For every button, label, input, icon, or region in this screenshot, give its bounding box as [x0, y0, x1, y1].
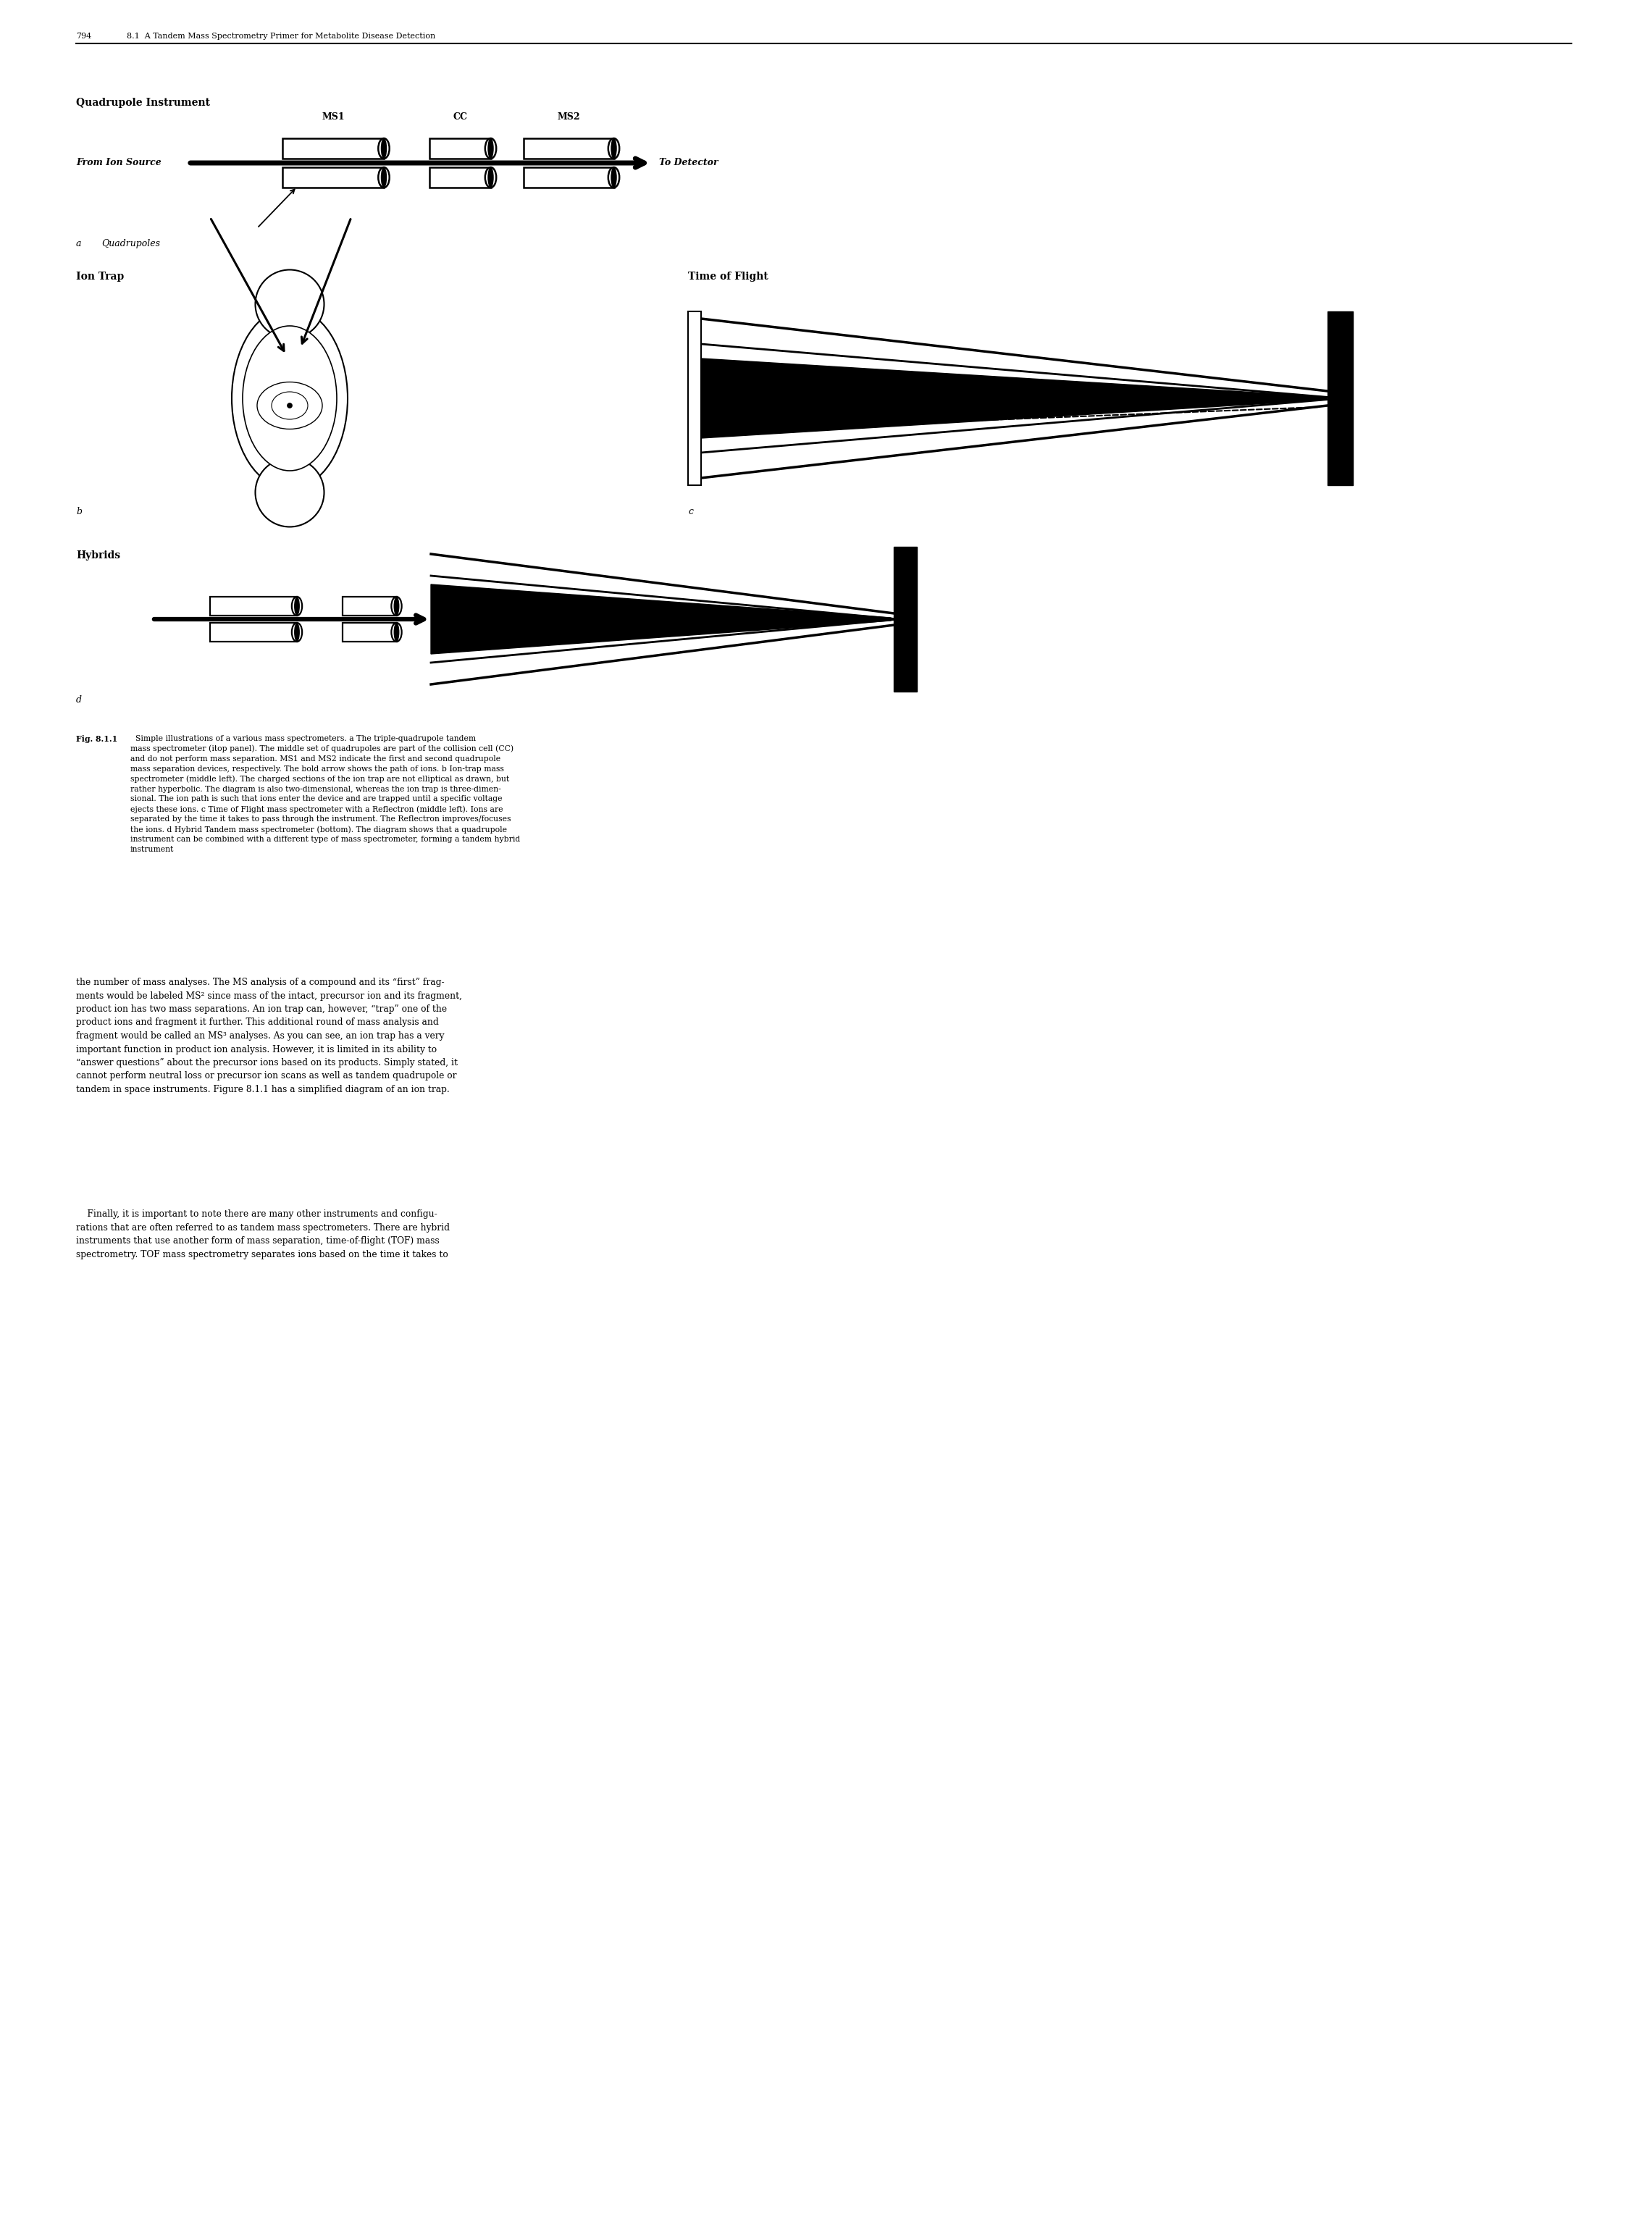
Ellipse shape	[287, 403, 292, 407]
Ellipse shape	[243, 327, 337, 471]
Ellipse shape	[380, 138, 387, 158]
Bar	[524, 138, 615, 158]
Ellipse shape	[487, 138, 494, 158]
Ellipse shape	[294, 596, 299, 616]
Text: MS2: MS2	[557, 111, 580, 122]
Bar	[524, 167, 615, 187]
Ellipse shape	[486, 167, 496, 187]
Bar	[342, 596, 396, 616]
Text: Quadrupoles: Quadrupoles	[101, 238, 160, 249]
Text: From Ion Source: From Ion Source	[76, 158, 162, 167]
Ellipse shape	[378, 167, 390, 187]
Ellipse shape	[611, 167, 616, 187]
Polygon shape	[431, 585, 890, 654]
Text: d: d	[76, 696, 83, 705]
Ellipse shape	[271, 391, 307, 420]
Bar	[1327, 311, 1353, 485]
Ellipse shape	[256, 458, 324, 527]
Text: a: a	[76, 238, 81, 249]
Ellipse shape	[393, 596, 400, 616]
Bar	[282, 138, 383, 158]
Ellipse shape	[486, 138, 496, 158]
Text: Simple illustrations of a various mass spectrometers. a The triple-quadrupole ta: Simple illustrations of a various mass s…	[131, 736, 520, 854]
Ellipse shape	[292, 596, 302, 616]
Ellipse shape	[256, 269, 324, 338]
Text: To Detector: To Detector	[659, 158, 719, 167]
Ellipse shape	[292, 623, 302, 643]
Bar	[210, 623, 297, 643]
Ellipse shape	[608, 167, 620, 187]
Text: MS1: MS1	[322, 111, 345, 122]
Bar	[282, 167, 383, 187]
Ellipse shape	[258, 383, 322, 429]
Text: 8.1  A Tandem Mass Spectrometry Primer for Metabolite Disease Detection: 8.1 A Tandem Mass Spectrometry Primer fo…	[127, 33, 436, 40]
Ellipse shape	[378, 138, 390, 158]
Bar	[430, 138, 491, 158]
Text: b: b	[76, 507, 83, 516]
Text: CC: CC	[453, 111, 468, 122]
Text: Time of Flight: Time of Flight	[687, 271, 768, 282]
Bar	[342, 623, 396, 643]
Text: Quadrupole Instrument: Quadrupole Instrument	[76, 98, 210, 109]
Ellipse shape	[487, 167, 494, 187]
Text: Fig. 8.1.1: Fig. 8.1.1	[76, 736, 117, 743]
Text: Finally, it is important to note there are many other instruments and configu-
r: Finally, it is important to note there a…	[76, 1210, 449, 1259]
Bar	[687, 311, 700, 485]
Ellipse shape	[392, 596, 401, 616]
Ellipse shape	[611, 138, 616, 158]
Text: 794: 794	[76, 33, 91, 40]
Text: the number of mass analyses. The MS analysis of a compound and its “first” frag-: the number of mass analyses. The MS anal…	[76, 979, 463, 1094]
Ellipse shape	[393, 623, 400, 643]
Text: Hybrids: Hybrids	[76, 549, 121, 560]
Ellipse shape	[380, 167, 387, 187]
Text: Ion Trap: Ion Trap	[76, 271, 124, 282]
Ellipse shape	[231, 307, 347, 489]
Bar	[430, 167, 491, 187]
Ellipse shape	[294, 623, 299, 643]
Bar	[894, 547, 917, 692]
Ellipse shape	[392, 623, 401, 643]
Ellipse shape	[608, 138, 620, 158]
Polygon shape	[700, 358, 1327, 438]
Bar	[210, 596, 297, 616]
Text: c: c	[687, 507, 694, 516]
